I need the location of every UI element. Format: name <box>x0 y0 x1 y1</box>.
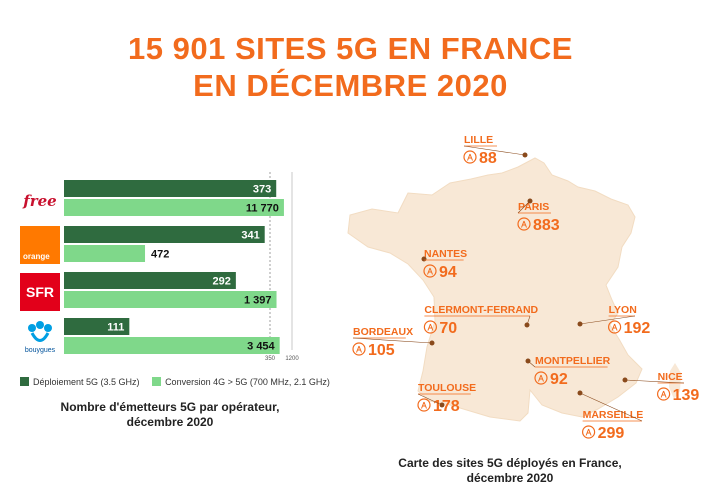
city-connector-lyon <box>579 315 636 325</box>
sfr-logo: SFR <box>20 273 60 311</box>
city-connector-paris <box>517 200 531 214</box>
city-connector-bordeaux <box>352 337 433 344</box>
free-logo: free <box>23 192 57 210</box>
antenna-icon <box>534 371 548 385</box>
legend-label-conversion: Conversion 4G > 5G (700 MHz, 2.1 GHz) <box>165 377 330 387</box>
city-connector-montpellier <box>527 360 536 368</box>
antenna-icon <box>423 264 437 278</box>
antenna-icon <box>657 387 671 401</box>
city-clermont-ferrand: CLERMONT-FERRAND 70 <box>423 304 539 337</box>
bar-label-conversion-sfr: 1 397 <box>244 295 272 307</box>
city-value-lyon: 192 <box>624 320 651 337</box>
bouygues-logo-mark <box>28 321 52 342</box>
city-name-paris: PARIS <box>518 201 549 213</box>
city-name-lille: LILLE <box>464 134 493 146</box>
legend-item-conversion: Conversion 4G > 5G (700 MHz, 2.1 GHz) <box>152 377 330 387</box>
map-caption-line-1: Carte des sites 5G déployés en France, <box>398 456 622 470</box>
antenna-icon <box>352 342 366 356</box>
orange-logo: orange <box>20 226 60 264</box>
reference-tick-label-1200: 1200 <box>285 356 299 362</box>
france-map: LILLE 88 PARIS 883 NANTES 94 CLERMONT-FERRAND 7… <box>347 134 700 442</box>
city-value-bordeaux: 105 <box>368 342 395 359</box>
city-value-nantes: 94 <box>439 264 457 281</box>
city-marseille: MARSEILLE 299 <box>577 390 644 442</box>
city-value-toulouse: 178 <box>433 398 460 415</box>
city-connector-clermont-ferrand <box>526 315 531 326</box>
city-bordeaux: BORDEAUX 105 <box>352 326 435 359</box>
city-nice: NICE 139 <box>622 371 700 404</box>
legend-swatch-deployment <box>20 377 29 386</box>
bar-conversion-orange <box>64 245 146 262</box>
bar-conversion-bouygues <box>64 337 280 354</box>
city-name-toulouse: TOULOUSE <box>418 382 476 394</box>
city-value-marseille: 299 <box>598 425 625 442</box>
city-connector-nice <box>624 379 685 384</box>
bar-label-deployment-free: 373 <box>253 184 271 196</box>
city-value-montpellier: 92 <box>550 371 568 388</box>
city-value-clermont-ferrand: 70 <box>439 320 457 337</box>
bar-deployment-sfr <box>64 272 236 289</box>
city-montpellier: MONTPELLIER 92 <box>525 355 611 388</box>
bar-label-conversion-bouygues: 3 454 <box>247 341 275 353</box>
antenna-icon <box>608 320 622 334</box>
bar-label-deployment-sfr: 292 <box>213 276 231 288</box>
bar-deployment-free <box>64 180 277 197</box>
city-value-paris: 883 <box>533 217 560 234</box>
city-lyon: LYON 192 <box>577 304 651 337</box>
operator-bar-chart: 350 1200 373 11 770 341 472 292 1 397 111 3 454 <box>64 172 299 362</box>
orange-logo-text: orange <box>23 252 50 261</box>
antenna-icon <box>423 320 438 334</box>
bar-conversion-sfr <box>64 291 277 308</box>
chart-caption-line-2: décembre 2020 <box>126 415 214 429</box>
corsica-outline <box>669 363 681 399</box>
city-connector-lille <box>463 145 526 156</box>
city-name-montpellier: MONTPELLIER <box>535 355 611 367</box>
page-title: 15 901 SITES 5G EN FRANCE EN DÉCEMBRE 20… <box>0 30 701 104</box>
city-nantes: NANTES 94 <box>421 248 467 281</box>
bar-label-conversion-orange: 472 <box>151 249 169 261</box>
map-caption: Carte des sites 5G déployés en France, d… <box>370 456 650 486</box>
chart-caption-line-1: Nombre d'émetteurs 5G par opérateur, <box>60 400 280 414</box>
bar-conversion-free <box>64 199 284 216</box>
legend-item-deployment: Déploiement 5G (3.5 GHz) <box>20 377 142 387</box>
france-outline <box>347 157 643 422</box>
bar-label-deployment-bouygues: 111 <box>107 322 124 334</box>
bar-label-deployment-orange: 341 <box>241 230 259 242</box>
map-caption-line-2: décembre 2020 <box>466 471 554 485</box>
city-name-lyon: LYON <box>609 304 637 316</box>
antenna-icon <box>463 150 477 164</box>
bar-deployment-bouygues <box>64 318 130 335</box>
bar-deployment-orange <box>64 226 265 243</box>
city-value-lille: 88 <box>479 150 497 167</box>
city-name-nantes: NANTES <box>424 248 467 260</box>
antenna-icon <box>417 398 431 412</box>
city-name-bordeaux: BORDEAUX <box>353 326 413 338</box>
chart-caption: Nombre d'émetteurs 5G par opérateur, déc… <box>30 400 310 430</box>
city-paris: PARIS 883 <box>517 198 560 234</box>
city-toulouse: TOULOUSE 178 <box>417 382 476 415</box>
city-connector-marseille <box>579 392 643 422</box>
title-line-2: EN DÉCEMBRE 2020 <box>193 68 508 103</box>
city-name-clermont-ferrand: CLERMONT-FERRAND <box>424 304 538 316</box>
antenna-icon <box>517 217 531 231</box>
city-name-nice: NICE <box>658 371 683 383</box>
title-line-1: 15 901 SITES 5G EN FRANCE <box>128 31 573 66</box>
bouygues-logo: bouygues <box>20 318 60 356</box>
city-name-marseille: MARSEILLE <box>583 409 644 421</box>
antenna-icon <box>582 425 596 439</box>
bar-label-conversion-free: 11 770 <box>246 203 279 215</box>
city-lille: LILLE 88 <box>463 134 528 167</box>
city-connector-toulouse <box>417 393 443 406</box>
city-value-nice: 139 <box>673 387 700 404</box>
reference-tick-label-350: 350 <box>265 356 276 362</box>
legend-swatch-conversion <box>152 377 162 386</box>
bouygues-logo-text: bouygues <box>24 347 56 354</box>
legend-label-deployment: Déploiement 5G (3.5 GHz) <box>33 377 140 387</box>
chart-legend: Déploiement 5G (3.5 GHz) Conversion 4G >… <box>20 377 340 387</box>
sfr-logo-text: SFR <box>26 284 54 300</box>
